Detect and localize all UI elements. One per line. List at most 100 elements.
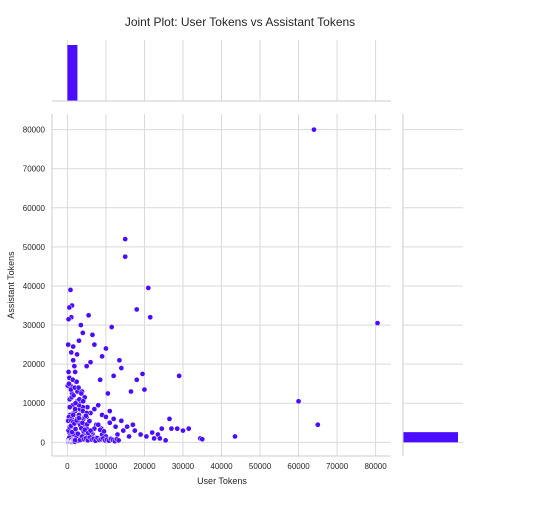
x-axis-label: User Tokens [197,476,247,486]
right-marginal-histogram [402,114,463,456]
x-tick-label: 0 [65,462,70,471]
x-tick-label: 10000 [95,462,118,471]
data-point [99,353,105,360]
data-point [83,363,90,369]
chart-title: Joint Plot: User Tokens vs Assistant Tok… [125,15,355,29]
data-point [66,380,72,387]
data-point [158,425,165,432]
data-point [74,351,80,358]
data-point [106,408,113,414]
data-point [106,419,113,426]
data-point [75,384,82,391]
data-point [87,427,94,434]
y-tick-label: 10000 [23,399,46,408]
y-tick-label: 30000 [23,321,46,330]
y-axis-label: Assistant Tokens [6,251,16,319]
data-point [79,330,86,336]
y-tick-label: 40000 [23,282,46,291]
x-tick-label: 40000 [210,462,233,471]
top-histogram-bar [67,45,78,101]
data-point [65,341,72,348]
y-tick-label: 80000 [23,126,46,135]
y-tick-label: 60000 [23,204,46,213]
data-point [137,431,144,438]
data-point [103,414,109,420]
data-point [166,416,173,422]
data-point [70,343,77,350]
data-point [72,400,79,407]
scatter-points [64,126,381,445]
data-point [72,406,78,412]
x-tick-label: 80000 [364,462,387,471]
data-point [101,428,107,435]
data-point [120,427,127,434]
data-point [78,322,84,328]
main-grid [52,114,391,456]
data-point [141,386,148,393]
right-histogram-bar [403,432,458,443]
data-point [70,357,77,364]
data-point [116,357,123,364]
data-point [176,373,182,379]
data-point [76,337,82,344]
data-point [74,430,81,437]
data-point [114,431,121,438]
data-point [157,435,163,442]
data-point [110,373,117,379]
data-point [76,415,82,421]
data-point [122,236,129,242]
data-point [68,349,75,356]
data-point [130,421,136,428]
x-tick-label: 20000 [133,462,156,471]
data-point [80,398,87,405]
x-tick-label: 70000 [326,462,349,471]
data-point [73,378,80,385]
data-point [133,306,140,313]
data-point [151,435,157,442]
data-point [311,126,317,133]
data-point [66,404,73,410]
data-point [71,363,78,369]
y-axis-ticks: 0 10000 20000 30000 40000 50000 60000 70000 8000… [23,126,46,448]
data-point [86,418,93,425]
data-point [65,316,72,323]
data-point [126,433,132,440]
data-point [145,285,152,291]
data-point [180,427,186,434]
x-tick-label: 60000 [287,462,310,471]
main-axes-spines [51,114,391,457]
data-point [67,287,74,293]
data-point [110,416,117,422]
data-point [70,412,77,418]
data-point [78,390,85,397]
data-point [133,376,140,383]
data-point [199,436,206,443]
data-point [87,359,94,366]
data-point [72,437,78,444]
data-point [147,314,154,321]
data-point [97,376,104,383]
data-point [118,417,125,424]
data-point [232,433,238,440]
data-point [122,253,129,260]
data-point [162,437,169,444]
data-point [128,388,134,395]
y-tick-label: 0 [41,438,46,447]
data-point [70,392,77,399]
data-point [314,421,321,428]
data-point [374,320,381,326]
data-point [65,369,72,375]
data-point [108,324,115,330]
data-point [89,331,96,338]
data-point [83,412,89,419]
data-point [118,365,125,371]
data-point [103,345,109,352]
data-point [66,304,73,311]
x-axis-ticks: 0 10000 20000 30000 40000 50000 60000 70000 8000… [65,462,387,471]
data-point [91,406,98,412]
x-tick-label: 50000 [249,462,272,471]
data-point [72,369,78,375]
data-point [139,371,146,377]
data-point [72,426,79,432]
